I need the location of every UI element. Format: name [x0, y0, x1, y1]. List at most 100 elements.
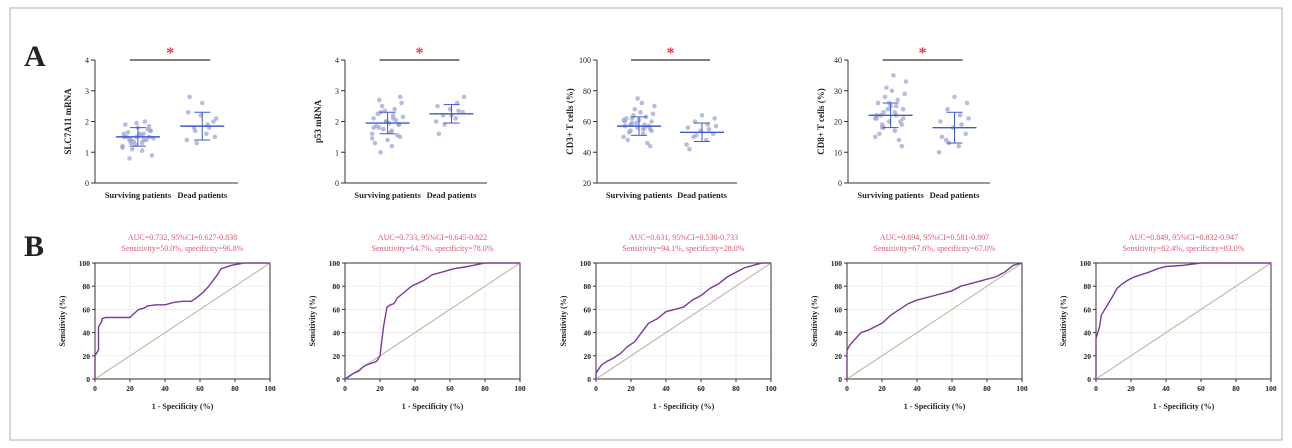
roc-curve — [595, 262, 771, 379]
roc-curve — [344, 262, 520, 380]
y-tick-label: 100 — [79, 259, 91, 268]
x-axis-label: 1 - Specificity (%) — [152, 402, 214, 411]
x-tick-label: 0 — [343, 384, 347, 393]
data-point — [389, 143, 395, 149]
data-point — [187, 94, 192, 100]
x-tick-label: 0 — [1094, 384, 1098, 393]
y-tick-label: 0 — [1087, 375, 1091, 384]
roc-curve — [846, 262, 1023, 379]
y-tick-label: 40 — [83, 329, 91, 338]
data-point — [453, 116, 459, 121]
x-tick-label: 40 — [1162, 384, 1170, 393]
y-tick-label: 20 — [83, 352, 91, 361]
y-tick-label: 100 — [831, 259, 843, 268]
x-tick-label: 80 — [983, 384, 991, 393]
data-point — [694, 133, 699, 138]
y-tick-label: 100 — [1080, 259, 1092, 268]
x-tick-label: 0 — [845, 384, 849, 393]
auc-subtitle: Sensitivity=50.0%, specificity=96.8% — [122, 244, 244, 253]
x-tick-label: 20 — [878, 384, 886, 393]
data-point — [891, 73, 896, 78]
y-tick-label: 0 — [336, 375, 340, 384]
category-label: Dead patients — [177, 190, 228, 200]
auc-subtitle: Sensitivity=94.1%, specificity=28.0% — [623, 244, 745, 253]
x-tick-label: 40 — [161, 384, 169, 393]
y-tick-label: 100 — [329, 259, 341, 268]
y-axis-label: CD3+ T cells (%) — [565, 88, 575, 155]
data-point — [884, 85, 889, 90]
category-label: Surviving patients — [606, 190, 673, 200]
data-point — [142, 119, 148, 124]
data-point — [881, 109, 886, 115]
data-point — [120, 145, 125, 150]
data-point — [892, 109, 898, 115]
data-point — [943, 137, 949, 143]
significance-star: * — [166, 45, 174, 62]
reference-diagonal — [595, 262, 772, 380]
y-axis-label: CD8+ T cells (%) — [816, 88, 826, 155]
data-point — [966, 116, 971, 121]
data-point — [626, 129, 632, 135]
x-axis-label: 1 - Specificity (%) — [1153, 402, 1215, 411]
x-tick-label: 80 — [481, 384, 489, 393]
x-tick-label: 60 — [1197, 384, 1205, 393]
auc-title: AUC=0.732, 95%CI=0.627-0.838 — [128, 233, 237, 242]
data-point — [194, 140, 199, 146]
y-tick-label: 0 — [335, 179, 339, 188]
data-point — [185, 109, 191, 115]
data-point — [204, 131, 209, 137]
x-tick-label: 0 — [594, 384, 598, 393]
data-point — [638, 109, 643, 115]
data-point — [639, 100, 645, 106]
y-tick-label: 60 — [1084, 305, 1092, 314]
y-tick-label: 20 — [333, 352, 341, 361]
auc-subtitle: Sensitivity=64.7%, specificity=78.0% — [372, 244, 494, 253]
y-axis-label: p53 mRNA — [313, 99, 323, 143]
dot-plot-2: 0 1 2 3 4 p53 mRNA Surviving patients Dead pati… — [313, 45, 487, 200]
y-tick-label: 20 — [583, 179, 591, 188]
significance-star: * — [919, 45, 927, 62]
x-tick-label: 100 — [1016, 384, 1028, 393]
y-tick-label: 80 — [583, 87, 591, 96]
x-tick-label: 60 — [446, 384, 454, 393]
y-tick-label: 3 — [335, 87, 339, 96]
panels: 0 1 2 3 4 SLC7A11 mRNA Surviving patients Dead … — [58, 45, 1277, 411]
plot-frame — [595, 262, 772, 380]
plot-frame — [1095, 262, 1272, 380]
data-point — [369, 131, 375, 137]
y-tick-label: 60 — [333, 305, 341, 314]
data-point — [945, 106, 950, 112]
x-tick-label: 100 — [514, 384, 526, 393]
y-tick-label: 4 — [85, 56, 89, 65]
y-axis-label: Sensitivity (%) — [810, 295, 819, 346]
auc-subtitle: Sensitivity=82.4%, specificity=83.0% — [1123, 244, 1245, 253]
y-tick-label: 1 — [335, 148, 339, 157]
data-point — [647, 143, 653, 149]
x-tick-label: 60 — [948, 384, 956, 393]
roc-plot-1: AUC=0.732, 95%CI=0.627-0.838 Sensitivity=… — [58, 233, 276, 411]
x-tick-label: 20 — [627, 384, 635, 393]
data-point — [633, 120, 639, 126]
category-label: Dead patients — [930, 190, 981, 200]
category-label: Dead patients — [427, 190, 478, 200]
auc-title: AUC=0.631, 95%CI=0.530-0.733 — [629, 233, 738, 242]
x-axis-label: 1 - Specificity (%) — [653, 402, 715, 411]
data-point — [134, 120, 139, 126]
y-tick-label: 0 — [86, 375, 90, 384]
y-tick-label: 20 — [1084, 352, 1092, 361]
significance-star: * — [667, 45, 675, 62]
plot-frame — [846, 262, 1023, 380]
data-point — [645, 140, 650, 146]
y-tick-label: 20 — [584, 352, 592, 361]
y-tick-label: 60 — [584, 305, 592, 314]
x-tick-label: 20 — [376, 384, 384, 393]
data-point — [712, 116, 717, 121]
data-point — [397, 94, 403, 100]
y-axis-label: Sensitivity (%) — [58, 295, 67, 346]
data-point — [896, 137, 902, 143]
data-point — [959, 122, 964, 127]
y-tick-label: 80 — [835, 282, 843, 291]
panel-b-label: B — [24, 230, 44, 263]
data-point — [713, 123, 719, 129]
